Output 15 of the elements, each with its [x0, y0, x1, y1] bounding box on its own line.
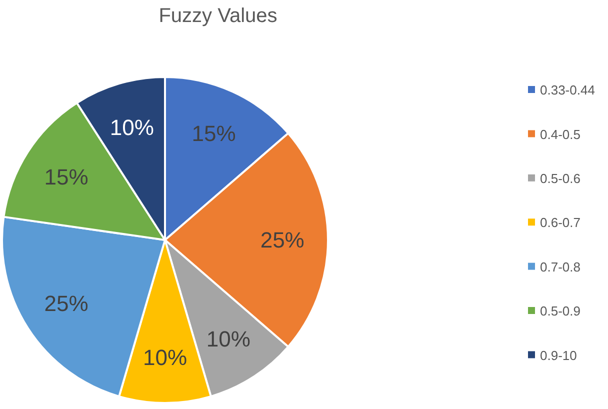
legend-label: 0.5-0.9 — [540, 304, 580, 319]
legend-label: 0.33-0.44 — [540, 82, 595, 98]
data-label: 10% — [142, 345, 188, 370]
data-label: 10% — [206, 326, 250, 352]
data-label: 25% — [260, 228, 304, 253]
legend-label: 0.9-10 — [540, 348, 577, 363]
data-label: 15% — [192, 120, 236, 146]
data-label: 10% — [110, 115, 154, 140]
legend-label: 0.5-0.6 — [540, 170, 580, 186]
legend-label: 0.6-0.7 — [540, 215, 580, 230]
data-label: 25% — [44, 291, 88, 316]
legend-label: 0.7-0.8 — [540, 259, 580, 274]
legend-label: 0.4-0.5 — [540, 126, 580, 142]
data-label: 15% — [44, 164, 88, 190]
chart-title: Fuzzy Values — [158, 5, 278, 27]
